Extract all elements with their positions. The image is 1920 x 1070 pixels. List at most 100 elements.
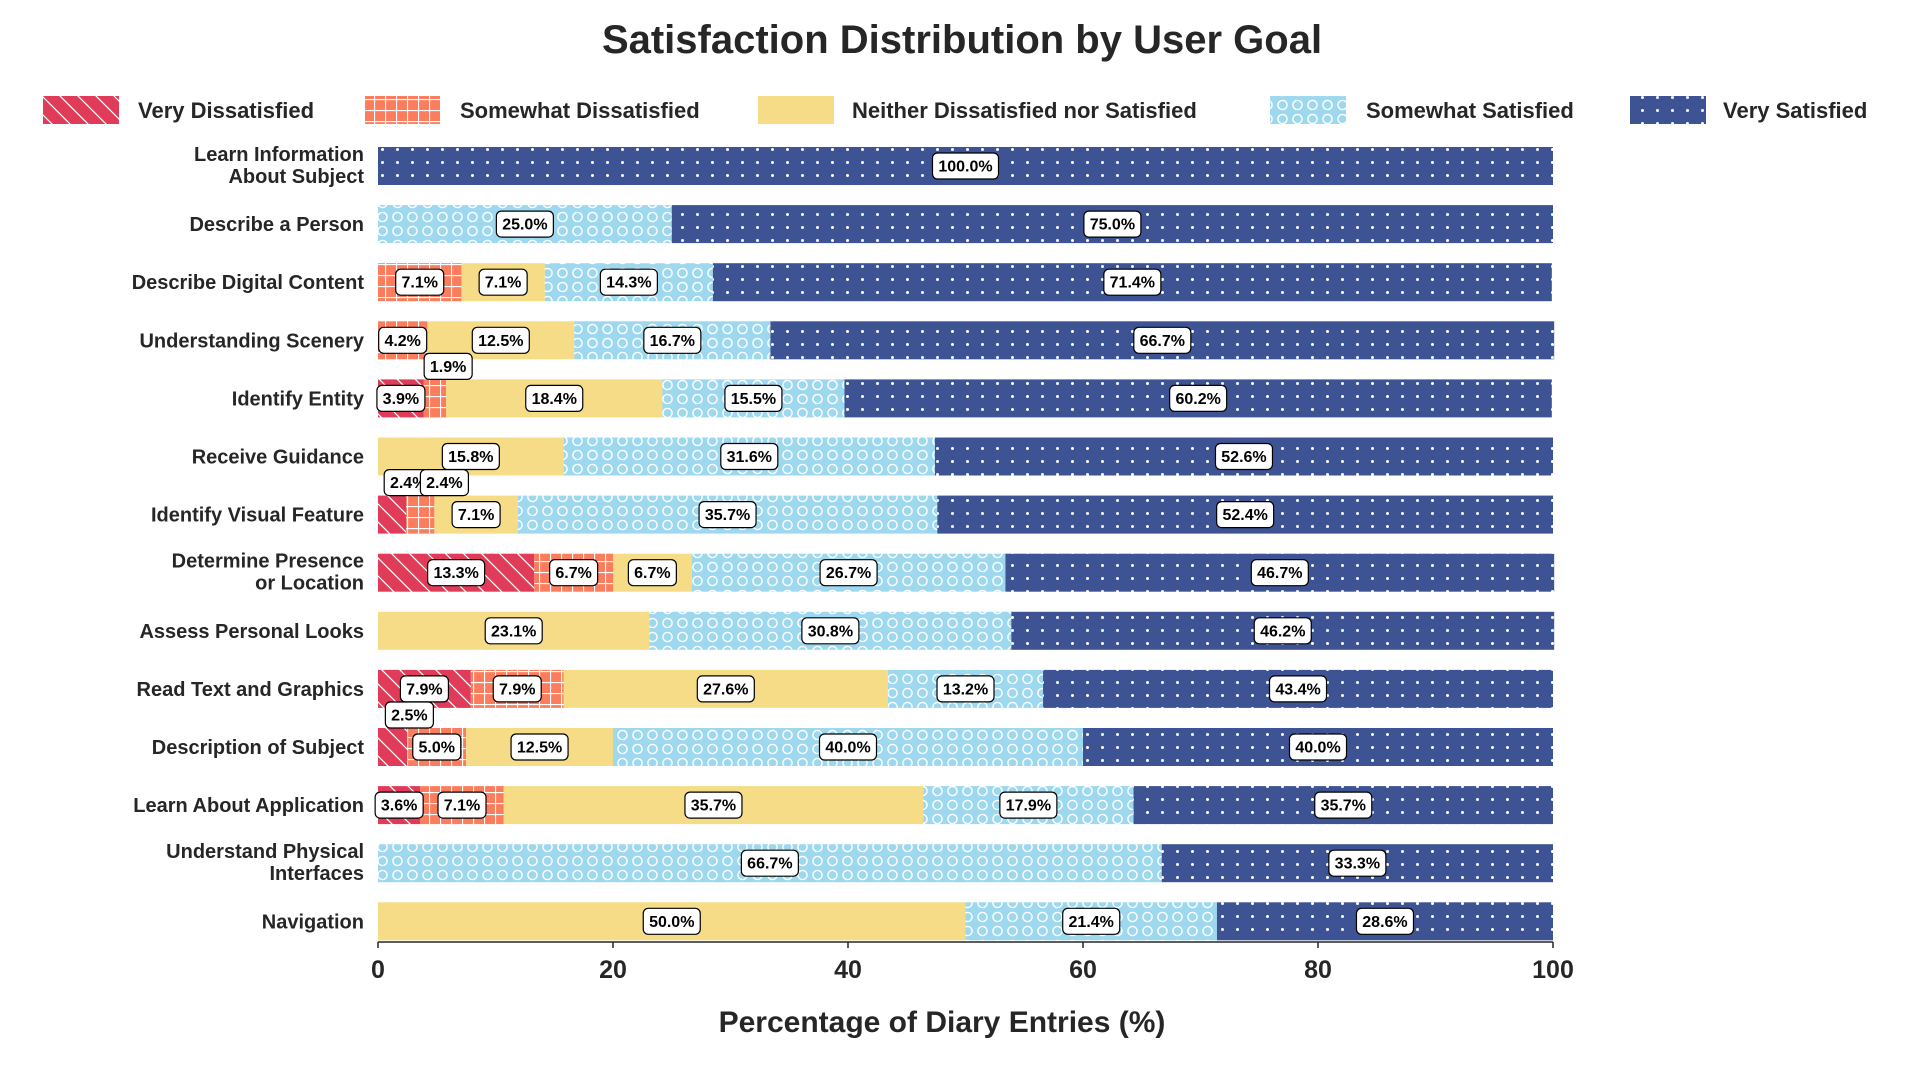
svg-text:27.6%: 27.6% bbox=[703, 681, 748, 698]
data-label-somewhat-satisfied: 30.8% bbox=[801, 617, 860, 645]
bar-somewhat-dissatisfied-identify-visual-feature bbox=[406, 495, 435, 534]
svg-text:50.0%: 50.0% bbox=[649, 914, 694, 931]
data-label-very-satisfied: 100.0% bbox=[931, 152, 1000, 180]
legend-label-very-satisfied: Very Satisfied bbox=[1723, 98, 1867, 123]
category-label: Determine Presence or Location bbox=[172, 551, 364, 595]
svg-text:25.0%: 25.0% bbox=[502, 217, 547, 234]
category-label: Description of Subject bbox=[152, 737, 365, 759]
category-label: Identify Entity bbox=[232, 388, 365, 410]
data-label-somewhat-satisfied: 31.6% bbox=[720, 442, 779, 471]
data-label-very-satisfied: 60.2% bbox=[1169, 384, 1228, 412]
x-axis: 0 20 40 60 80 100 bbox=[371, 941, 1574, 984]
svg-text:7.1%: 7.1% bbox=[458, 507, 494, 524]
category-label: Understand Physical Interfaces bbox=[166, 841, 364, 885]
data-label-somewhat-satisfied: 14.3% bbox=[599, 268, 658, 296]
svg-text:23.1%: 23.1% bbox=[491, 623, 536, 640]
svg-text:46.2%: 46.2% bbox=[1260, 623, 1305, 640]
svg-text:6.7%: 6.7% bbox=[555, 565, 591, 582]
data-label-very-satisfied: 28.6% bbox=[1355, 907, 1415, 935]
category-labels: Learn Information About Subject Describe a… bbox=[132, 144, 365, 933]
legend-swatch-neither-dissatisfied-nor-satisfied bbox=[758, 96, 834, 124]
svg-text:18.4%: 18.4% bbox=[532, 391, 577, 408]
data-label-somewhat-satisfied: 17.9% bbox=[999, 791, 1058, 819]
svg-text:12.5%: 12.5% bbox=[478, 333, 523, 350]
category-label: Identify Visual Feature bbox=[151, 505, 364, 527]
svg-text:5.0%: 5.0% bbox=[419, 740, 455, 757]
svg-text:17.9%: 17.9% bbox=[1006, 798, 1051, 815]
legend-label-somewhat-dissatisfied: Somewhat Dissatisfied bbox=[460, 98, 700, 123]
data-label-somewhat-dissatisfied: 2.4% bbox=[419, 469, 469, 497]
svg-text:21.4%: 21.4% bbox=[1069, 914, 1114, 931]
svg-text:33.3%: 33.3% bbox=[1335, 856, 1380, 873]
data-label-very-dissatisfied: 3.9% bbox=[376, 384, 426, 412]
svg-text:35.7%: 35.7% bbox=[691, 798, 736, 815]
svg-text:6.7%: 6.7% bbox=[634, 565, 670, 582]
category-label: Understanding Scenery bbox=[139, 330, 364, 352]
data-label-somewhat-dissatisfied: 7.9% bbox=[492, 675, 542, 703]
data-label-neither-dissatisfied-nor-satisfied: 12.5% bbox=[510, 733, 569, 761]
svg-text:7.9%: 7.9% bbox=[499, 681, 535, 698]
svg-text:2.4%: 2.4% bbox=[390, 475, 426, 492]
data-label-somewhat-dissatisfied: 4.2% bbox=[378, 326, 428, 354]
svg-text:7.9%: 7.9% bbox=[406, 681, 442, 698]
svg-text:52.6%: 52.6% bbox=[1221, 449, 1266, 466]
legend-swatch-somewhat-dissatisfied bbox=[365, 96, 441, 124]
bar-very-dissatisfied-description-of-subject bbox=[378, 728, 408, 766]
data-label-somewhat-satisfied: 13.2% bbox=[936, 675, 995, 703]
svg-text:7.1%: 7.1% bbox=[444, 798, 480, 815]
data-label-very-satisfied: 52.4% bbox=[1216, 501, 1275, 529]
svg-text:13.2%: 13.2% bbox=[943, 681, 988, 698]
data-label-very-satisfied: 46.2% bbox=[1253, 617, 1312, 645]
data-label-somewhat-satisfied: 66.7% bbox=[740, 849, 799, 877]
data-label-somewhat-satisfied: 35.7% bbox=[698, 501, 757, 529]
data-label-neither-dissatisfied-nor-satisfied: 50.0% bbox=[642, 907, 701, 935]
data-label-very-dissatisfied: 7.9% bbox=[399, 675, 450, 703]
svg-text:13.3%: 13.3% bbox=[433, 565, 478, 582]
svg-text:100.0%: 100.0% bbox=[938, 159, 992, 176]
data-label-neither-dissatisfied-nor-satisfied: 6.7% bbox=[627, 559, 677, 587]
svg-text:15.5%: 15.5% bbox=[731, 391, 776, 408]
data-label-neither-dissatisfied-nor-satisfied: 27.6% bbox=[696, 675, 755, 703]
category-label: Navigation bbox=[262, 911, 364, 933]
data-labels: 100.0% 25.0% 75.0% 7.1% 7.1% 14.3% 71.4% 4.2% 12… bbox=[374, 152, 1415, 935]
svg-text:43.4%: 43.4% bbox=[1275, 681, 1320, 698]
data-label-very-satisfied: 52.6% bbox=[1214, 442, 1274, 471]
data-label-very-satisfied: 75.0% bbox=[1083, 210, 1142, 238]
legend-label-somewhat-satisfied: Somewhat Satisfied bbox=[1366, 98, 1574, 123]
legend-label-neither-dissatisfied-nor-satisfied: Neither Dissatisfied nor Satisfied bbox=[852, 98, 1197, 123]
data-label-very-satisfied: 43.4% bbox=[1268, 675, 1328, 703]
svg-text:35.7%: 35.7% bbox=[1321, 798, 1366, 815]
data-label-neither-dissatisfied-nor-satisfied: 12.5% bbox=[471, 326, 530, 354]
legend-label-very-dissatisfied: Very Dissatisfied bbox=[138, 98, 314, 123]
data-label-somewhat-satisfied: 25.0% bbox=[495, 210, 554, 238]
x-tick-label: 40 bbox=[834, 956, 862, 984]
data-label-somewhat-dissatisfied: 7.1% bbox=[395, 268, 445, 296]
svg-text:31.6%: 31.6% bbox=[727, 449, 772, 466]
svg-text:26.7%: 26.7% bbox=[826, 565, 871, 582]
svg-text:14.3%: 14.3% bbox=[606, 275, 651, 292]
svg-text:60.2%: 60.2% bbox=[1175, 391, 1220, 408]
svg-text:66.7%: 66.7% bbox=[747, 856, 792, 873]
data-label-very-dissatisfied: 13.3% bbox=[427, 559, 486, 587]
data-label-somewhat-satisfied: 21.4% bbox=[1062, 907, 1121, 935]
data-label-somewhat-dissatisfied: 1.9% bbox=[423, 352, 473, 380]
svg-text:40.0%: 40.0% bbox=[825, 740, 870, 757]
svg-text:2.5%: 2.5% bbox=[391, 708, 427, 725]
svg-text:3.6%: 3.6% bbox=[381, 798, 417, 815]
x-tick-label: 80 bbox=[1304, 956, 1332, 984]
bars bbox=[378, 147, 1555, 941]
chart-title: Satisfaction Distribution by User Goal bbox=[602, 18, 1322, 62]
legend-swatch-very-dissatisfied bbox=[43, 96, 119, 124]
svg-text:40.0%: 40.0% bbox=[1295, 740, 1340, 757]
svg-text:1.9%: 1.9% bbox=[430, 359, 466, 376]
data-label-neither-dissatisfied-nor-satisfied: 35.7% bbox=[684, 791, 743, 819]
category-label: Describe a Person bbox=[189, 214, 364, 236]
data-label-somewhat-dissatisfied: 6.7% bbox=[549, 559, 599, 587]
svg-text:4.2%: 4.2% bbox=[384, 333, 420, 350]
bar-very-dissatisfied-identify-visual-feature bbox=[378, 495, 407, 534]
data-label-somewhat-satisfied: 16.7% bbox=[643, 326, 702, 354]
svg-text:35.7%: 35.7% bbox=[705, 507, 750, 524]
data-label-very-satisfied: 35.7% bbox=[1314, 791, 1373, 819]
svg-text:75.0%: 75.0% bbox=[1090, 217, 1135, 234]
data-label-very-satisfied: 66.7% bbox=[1133, 326, 1192, 354]
